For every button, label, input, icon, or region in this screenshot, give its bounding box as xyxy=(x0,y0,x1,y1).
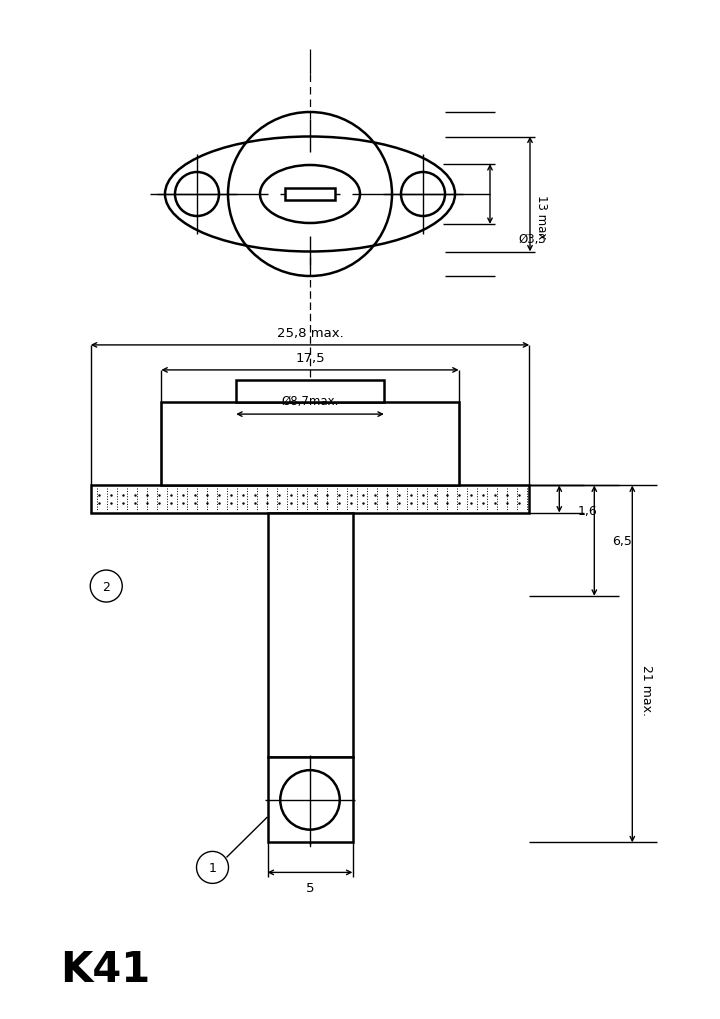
Text: 1: 1 xyxy=(209,861,217,874)
Bar xyxy=(268,758,353,843)
Text: 1,6: 1,6 xyxy=(577,505,597,518)
Text: 13 max.: 13 max. xyxy=(536,195,549,243)
Bar xyxy=(161,403,459,486)
Text: 6,5: 6,5 xyxy=(612,535,632,547)
Text: K41: K41 xyxy=(60,948,150,990)
Bar xyxy=(268,514,353,758)
Bar xyxy=(236,380,384,403)
Bar xyxy=(285,189,335,201)
Text: Ø3,3: Ø3,3 xyxy=(518,232,546,246)
Text: 17,5: 17,5 xyxy=(295,353,325,365)
Bar xyxy=(91,486,529,514)
Text: Ø8,7max.: Ø8,7max. xyxy=(282,394,338,408)
Text: 2: 2 xyxy=(102,580,110,593)
Text: 25,8 max.: 25,8 max. xyxy=(276,327,343,340)
Text: 5: 5 xyxy=(306,881,314,894)
Text: 21 max.: 21 max. xyxy=(640,664,653,715)
